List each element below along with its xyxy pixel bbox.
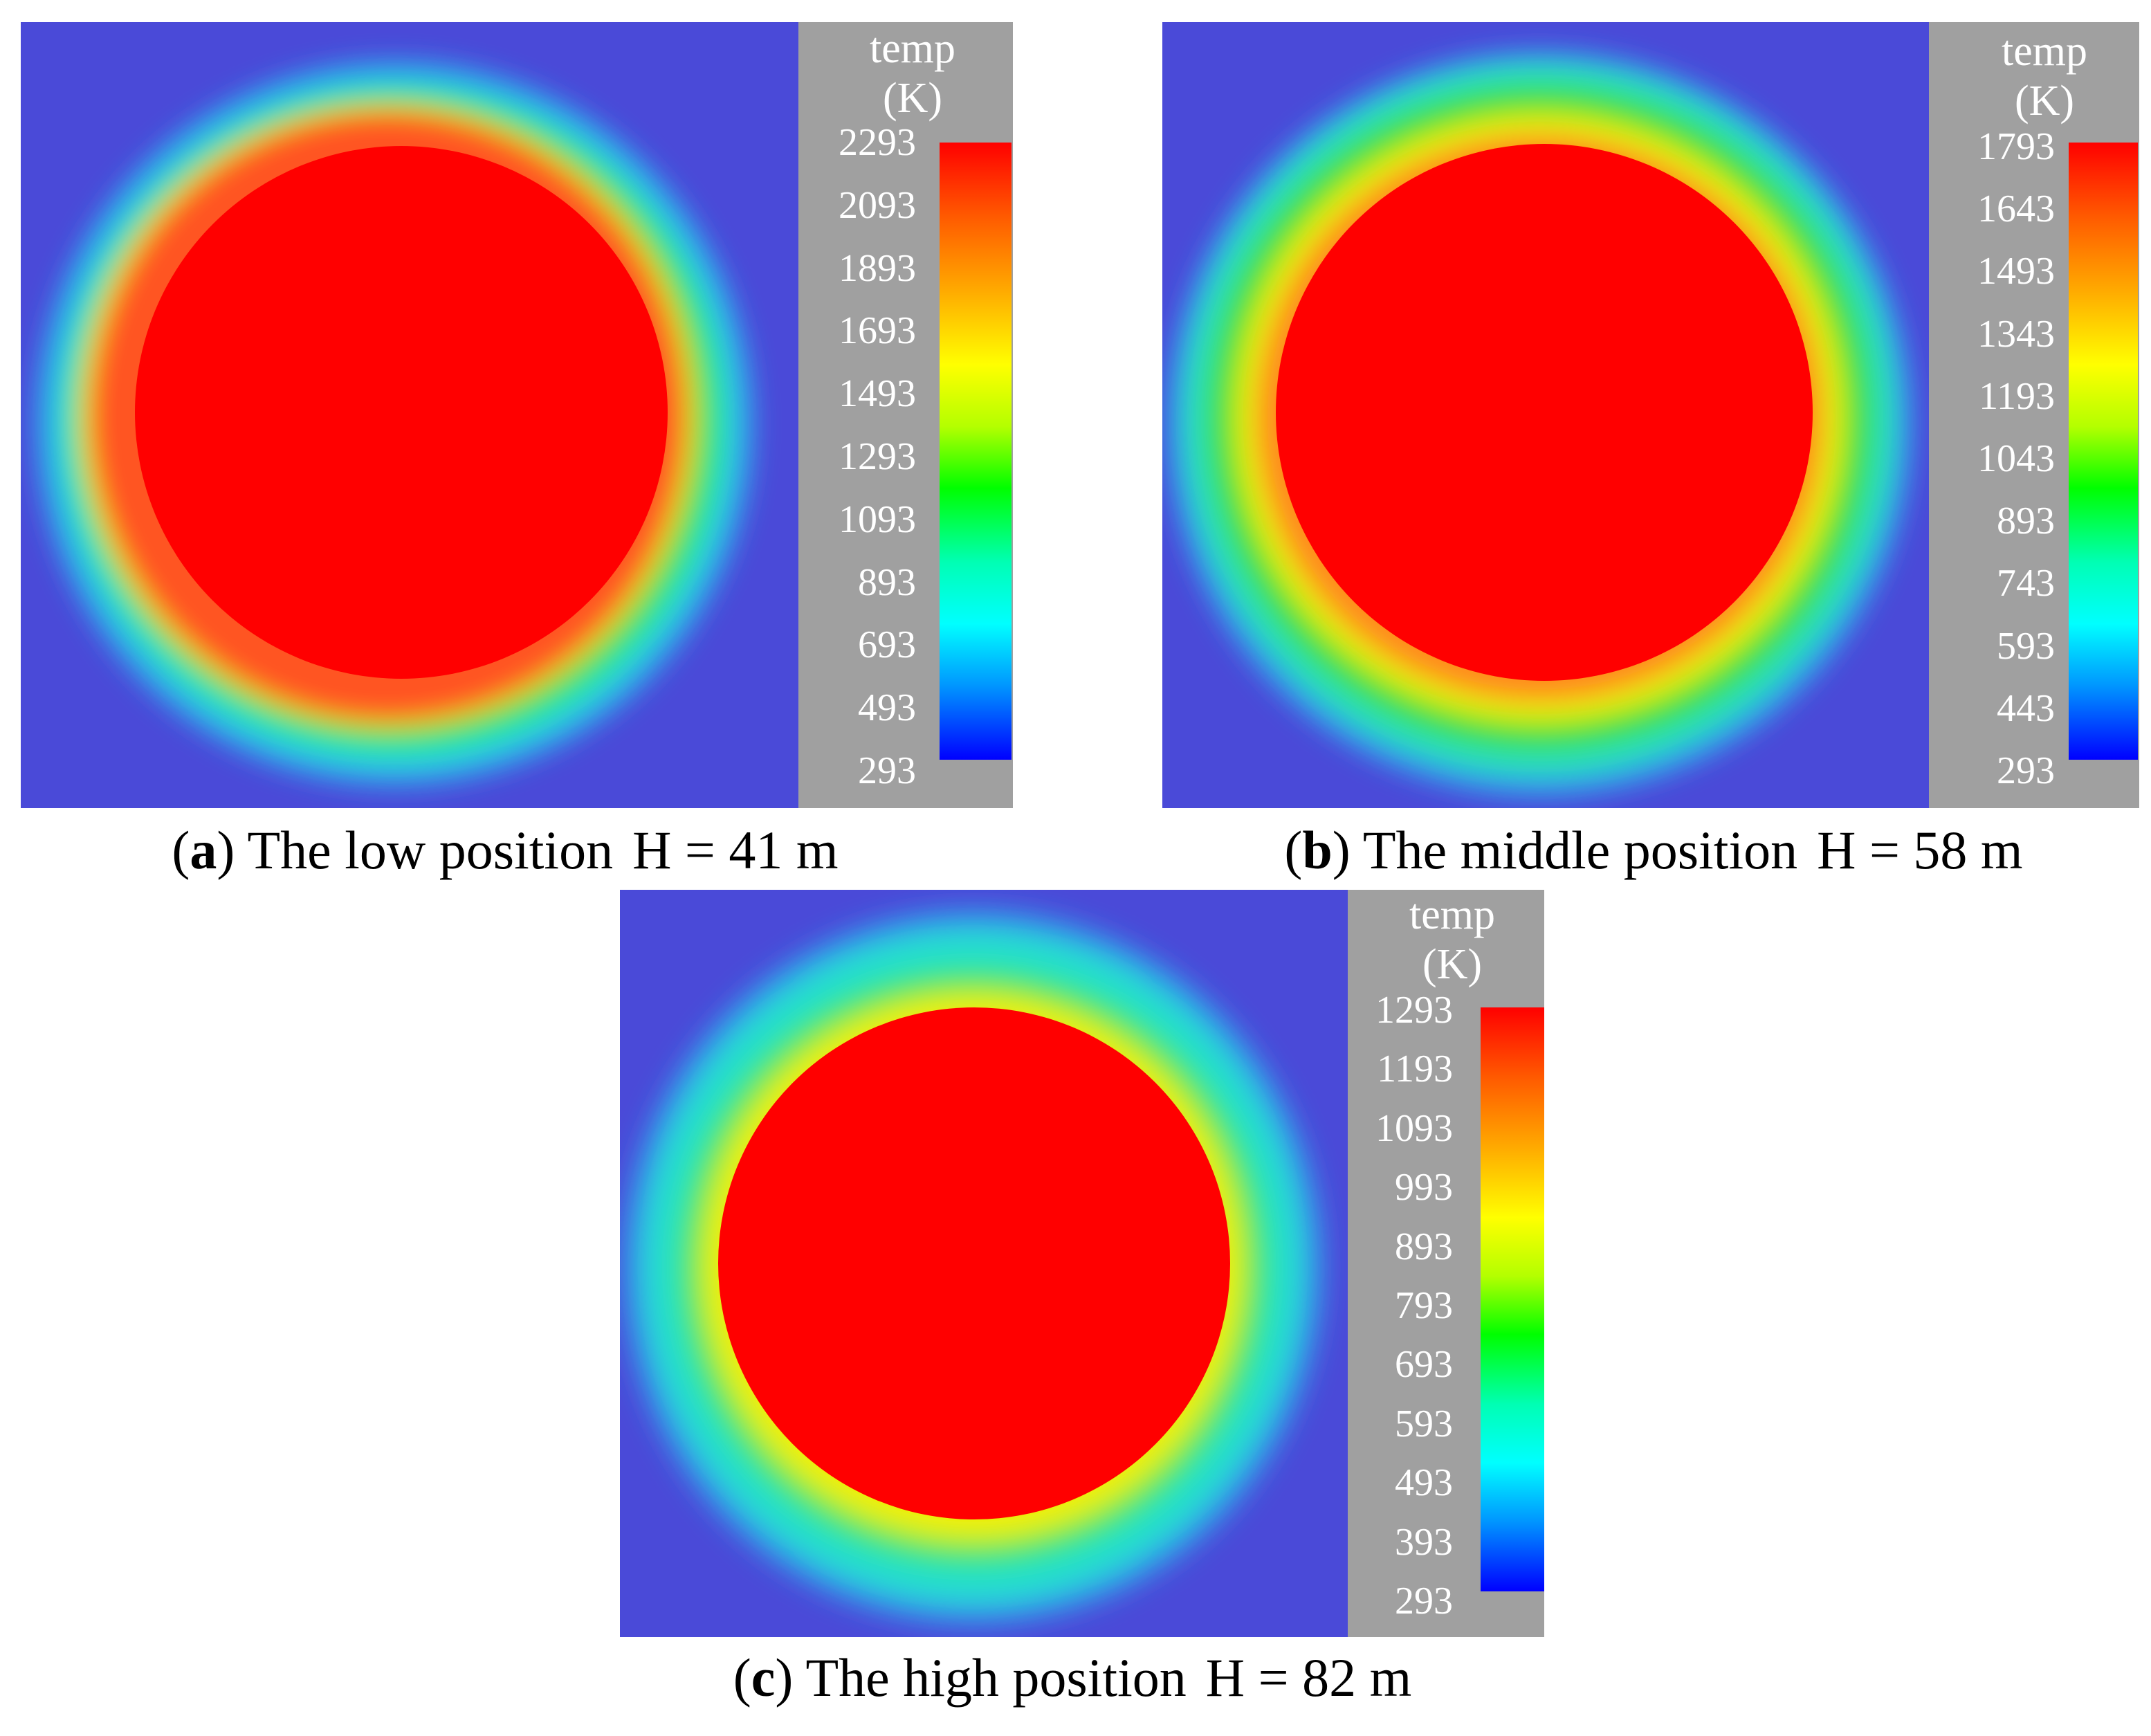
temperature-field-a	[35, 60, 754, 787]
colorbar-tick-label: 1693	[839, 309, 916, 353]
hot-core-a	[135, 146, 668, 679]
colorbar-tick-label: 293	[1997, 749, 2055, 792]
colorbar-tick-label: 1643	[1977, 188, 2055, 231]
colorbar-tick-label: 493	[858, 686, 916, 730]
colorbar-tick-label: 393	[1395, 1520, 1453, 1564]
colorbar-tick-label: 743	[1997, 562, 2055, 605]
caption-b: (b) The middle position H = 58 m	[1284, 820, 2023, 880]
colorbar-tick-label: 893	[1997, 500, 2055, 543]
colorbar-tick-label: 593	[1395, 1402, 1453, 1445]
colorbar-gradient-b	[2069, 143, 2138, 760]
colorbar-tick-label: 293	[1395, 1580, 1453, 1623]
colorbar-title-b: temp (K)	[2002, 28, 2087, 125]
colorbar-tick-label: 1093	[1375, 1106, 1453, 1150]
colorbar-tick-label: 1093	[839, 497, 916, 541]
colorbar-tick-label: 693	[1395, 1343, 1453, 1387]
colorbar-tick-label: 693	[858, 623, 916, 667]
colorbar-tick-label: 793	[1395, 1284, 1453, 1327]
colorbar-tick-label: 443	[1997, 686, 2055, 730]
hot-core-c	[718, 1007, 1230, 1519]
colorbar-tick-label: 1293	[1375, 989, 1453, 1032]
colorbar-tick-label: 2293	[839, 121, 916, 164]
colorbar-tick-label: 2093	[839, 183, 916, 227]
colorbar-tick-label: 1293	[839, 435, 916, 478]
colorbar-tick-label: 993	[1395, 1166, 1453, 1209]
colorbar-tick-label: 1493	[1977, 250, 2055, 293]
temperature-field-c	[623, 911, 1322, 1623]
colorbar-tick-label: 893	[858, 560, 916, 604]
colorbar-title-c: temp (K)	[1409, 891, 1495, 988]
colorbar-tick-label: 1793	[1977, 125, 2055, 168]
hot-core-b	[1276, 144, 1813, 681]
colorbar-gradient-c	[1481, 1007, 1544, 1591]
colorbar-tick-label: 1493	[839, 372, 916, 416]
heatmap-panel-b	[1162, 22, 1929, 808]
colorbar-tick-label: 1193	[1377, 1048, 1453, 1091]
colorbar-tick-label: 493	[1395, 1461, 1453, 1505]
caption-c: (c) The high position H = 82 m	[733, 1647, 1412, 1708]
colorbar-tick-label: 593	[1997, 624, 2055, 668]
heatmap-panel-c	[620, 890, 1348, 1637]
caption-a: (a) The low position H = 41 m	[172, 820, 839, 880]
colorbar-tick-label: 1193	[1979, 374, 2055, 418]
colorbar-tick-label: 293	[858, 749, 916, 792]
colorbar-tick-label: 1343	[1977, 312, 2055, 356]
heatmap-panel-a	[21, 22, 798, 808]
colorbar-tick-label: 1043	[1977, 437, 2055, 480]
temperature-field-b	[1166, 50, 1913, 797]
colorbar-tick-label: 1893	[839, 246, 916, 290]
colorbar-title-a: temp (K)	[870, 25, 955, 122]
colorbar-gradient-a	[940, 143, 1012, 760]
colorbar-tick-label: 893	[1395, 1225, 1453, 1268]
